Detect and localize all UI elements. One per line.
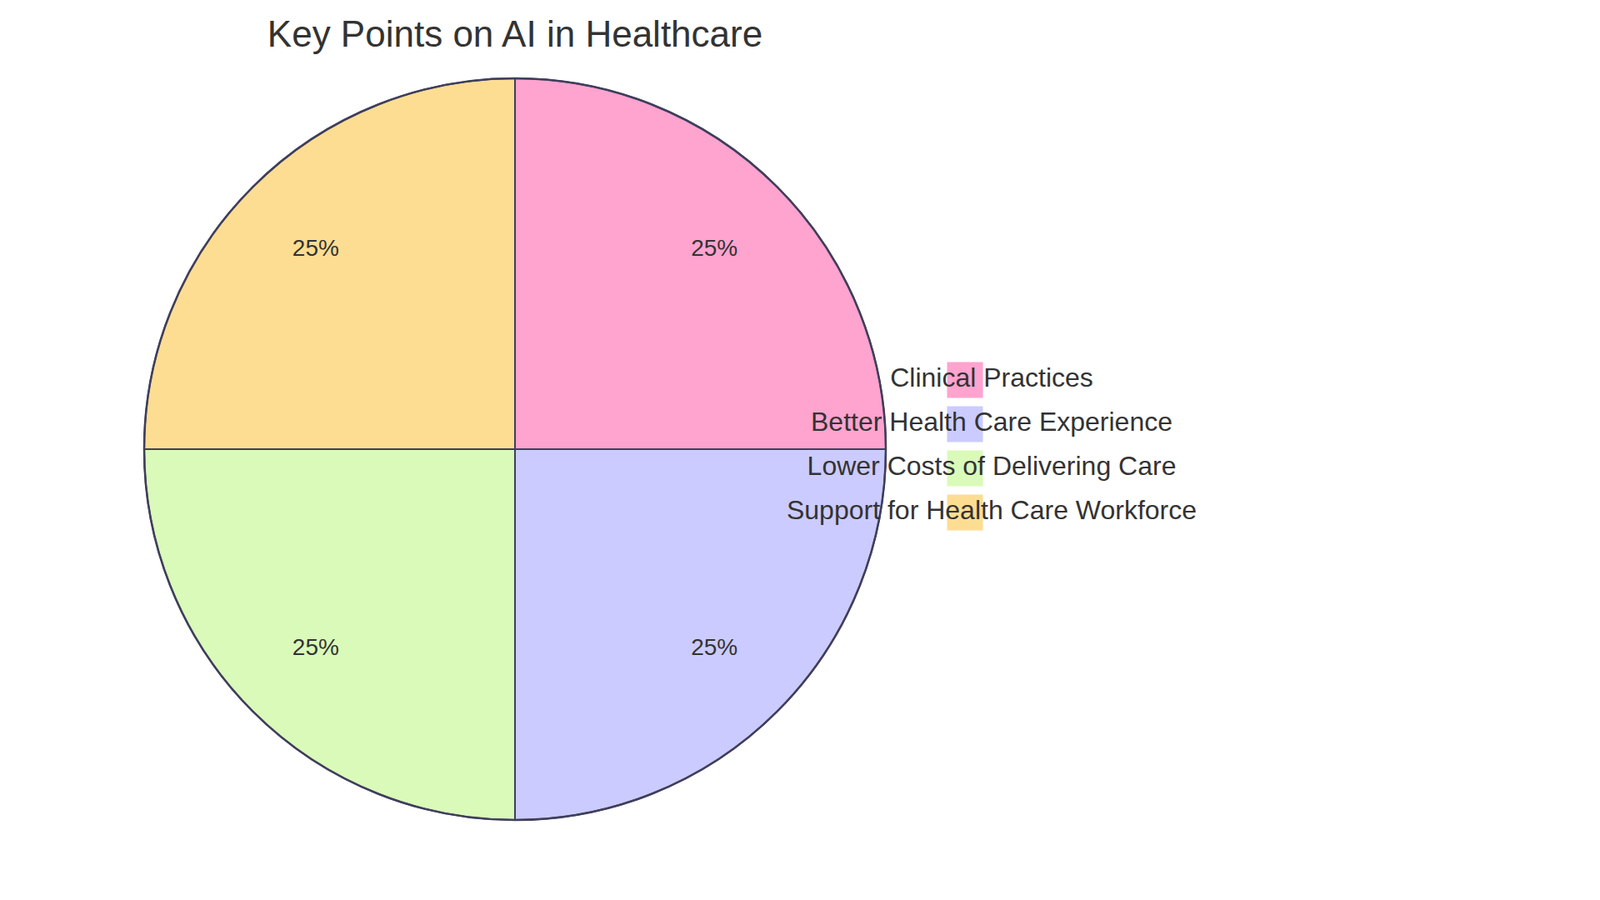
svg-text:Lower Costs of Delivering Care: Lower Costs of Delivering Care (807, 450, 1177, 481)
svg-text:25%: 25% (690, 235, 738, 261)
svg-text:25%: 25% (690, 634, 738, 660)
svg-text:Key Points on AI in Healthcare: Key Points on AI in Healthcare (267, 13, 763, 55)
svg-text:25%: 25% (292, 235, 340, 261)
svg-text:25%: 25% (292, 634, 340, 660)
svg-text:Clinical Practices: Clinical Practices (890, 362, 1094, 393)
svg-text:Support for Health Care Workfo: Support for Health Care Workforce (786, 495, 1197, 525)
svg-text:Better Health Care Experience: Better Health Care Experience (810, 406, 1173, 437)
